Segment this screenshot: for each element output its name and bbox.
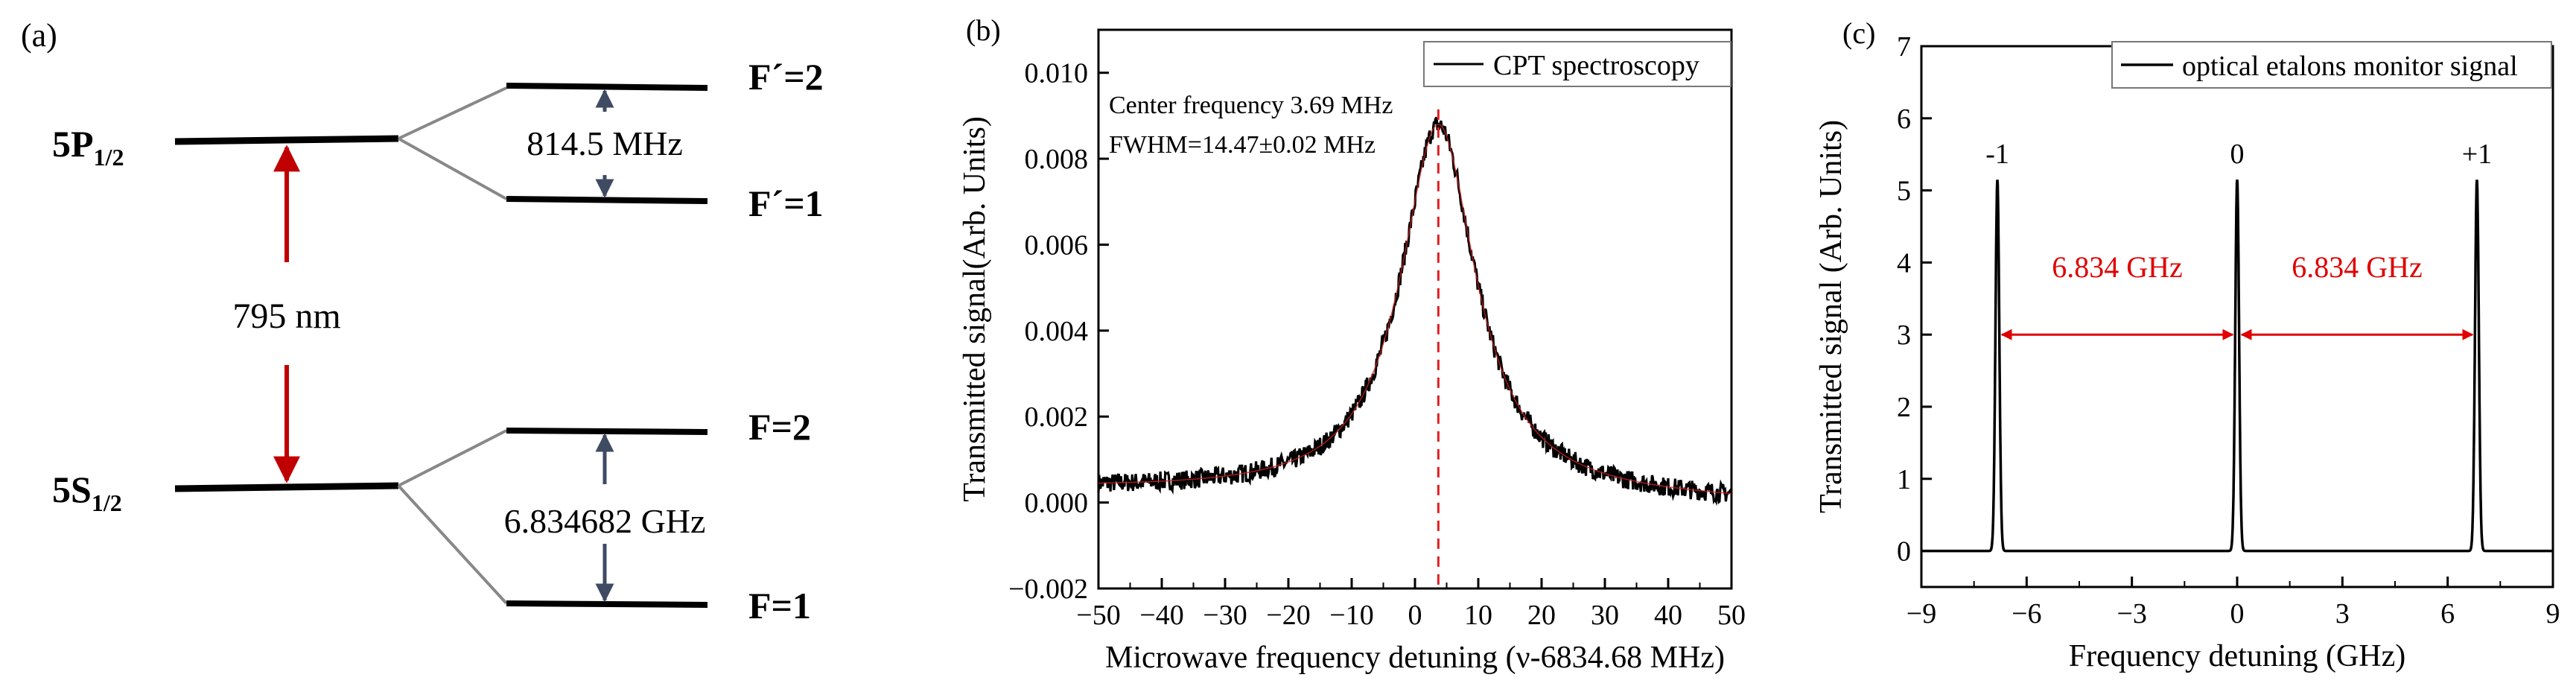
label-5s: 5S1/2 (52, 469, 122, 516)
panel-a-label: (a) (21, 17, 57, 54)
legend-box (2111, 41, 2552, 89)
label-f-2: F=2 (748, 406, 811, 448)
peak-order-label: +1 (2462, 139, 2492, 170)
peak-order-label: -1 (1985, 139, 2009, 170)
x-tick-label: 3 (2335, 598, 2350, 629)
transition-label: 795 nm (232, 296, 340, 336)
y-tick-label: 3 (1897, 320, 1911, 351)
x-tick-label: −50 (1076, 600, 1120, 631)
level-f-1 (506, 600, 708, 608)
y-tick-label: 0 (1897, 536, 1911, 568)
x-tick-label: 0 (2230, 598, 2245, 629)
series-etalon-signal (1921, 179, 2553, 553)
x-tick-label: −10 (1329, 600, 1373, 631)
x-tick-label: 6 (2440, 598, 2455, 629)
y-tick-label: 0.006 (1025, 229, 1089, 261)
y-tick-label: 2 (1897, 392, 1911, 423)
y-axis-label: Transmitted signal(Arb. Units) (958, 116, 992, 502)
x-tick-label: 0 (1408, 600, 1422, 631)
connector-upper-1 (398, 86, 507, 140)
legend-entry: optical etalons monitor signal (2182, 51, 2518, 82)
y-tick-label: 5 (1897, 176, 1911, 207)
legend-entry: CPT spectroscopy (1493, 50, 1699, 81)
x-tick-label: −6 (2011, 598, 2041, 629)
y-tick-label: 1 (1897, 464, 1911, 495)
x-tick-label: 40 (1654, 600, 1682, 631)
x-tick-label: −9 (1906, 598, 1936, 629)
y-axis-label: Transmitted signal (Arb. Units) (1814, 120, 1848, 513)
x-tick-label: −20 (1266, 600, 1310, 631)
level-f-2 (506, 428, 708, 435)
x-tick-label: 10 (1464, 600, 1492, 631)
panel-a: (a) 5P1/2 5S1/2 795 nm F´=2 F´=1 F=2 F=1… (21, 17, 824, 626)
y-tick-label: 0.008 (1025, 144, 1089, 175)
center-frequency-text: Center frequency 3.69 MHz (1109, 92, 1393, 119)
level-f-prime-1 (506, 196, 708, 204)
label-f-prime-2: F´=2 (748, 56, 824, 98)
connector-lower-1 (398, 429, 507, 487)
y-tick-label: 0.002 (1025, 402, 1089, 433)
x-tick-label: −30 (1203, 600, 1247, 631)
peak-order-label: 0 (2230, 139, 2245, 170)
label-5p: 5P1/2 (52, 123, 124, 171)
panel-c-label: (c) (1842, 16, 1875, 50)
spacing-label-right: 6.834 GHz (2292, 250, 2423, 284)
y-tick-label: −0.002 (1008, 574, 1088, 605)
legend: CPT spectroscopy (1423, 41, 1731, 87)
y-tick-label: 0.004 (1025, 316, 1089, 347)
level-f-prime-2 (506, 83, 708, 91)
label-f-prime-1: F´=1 (748, 183, 824, 224)
y-tick-label: 7 (1897, 31, 1911, 63)
plot-frame (1920, 45, 2554, 588)
y-tick-label: 6 (1897, 104, 1911, 135)
panel-b: (b) −50 −40 −30 −20 −10 0 10 20 30 40 50 −0.002 0.000… (958, 13, 1746, 675)
panel-b-label: (b) (966, 13, 1001, 47)
upper-splitting-label: 814.5 MHz (527, 124, 683, 162)
level-5p (174, 135, 399, 145)
level-5s (174, 482, 399, 492)
connector-lower-2 (397, 484, 508, 605)
x-tick-label: −40 (1139, 600, 1183, 631)
panel-c: (c) −9 −6 −3 0 3 6 9 0 1 2 3 4 5 6 7 Frequency detuning … (1814, 16, 2560, 673)
y-tick-label: 4 (1897, 247, 1911, 279)
y-tick-label: 0.000 (1025, 488, 1089, 519)
x-tick-label: 50 (1717, 600, 1746, 631)
series-cpt-fit (1098, 124, 1732, 495)
legend: optical etalons monitor signal (2111, 41, 2552, 89)
x-tick-label: 20 (1527, 600, 1556, 631)
connector-upper-2 (398, 137, 507, 200)
x-axis-label: Microwave frequency detuning (ν-6834.68 … (1105, 641, 1725, 675)
lower-splitting-label: 6.834682 GHz (504, 502, 706, 540)
series-cpt-trace (1097, 116, 1733, 507)
x-tick-label: 9 (2546, 598, 2560, 629)
x-tick-label: 30 (1591, 600, 1619, 631)
fwhm-text: FWHM=14.47±0.02 MHz (1109, 131, 1376, 159)
spacing-label-left: 6.834 GHz (2052, 250, 2183, 284)
label-f-1: F=1 (748, 585, 811, 626)
x-tick-label: −3 (2117, 598, 2146, 629)
x-axis-label: Frequency detuning (GHz) (2069, 639, 2406, 673)
y-tick-label: 0.010 (1025, 58, 1089, 89)
